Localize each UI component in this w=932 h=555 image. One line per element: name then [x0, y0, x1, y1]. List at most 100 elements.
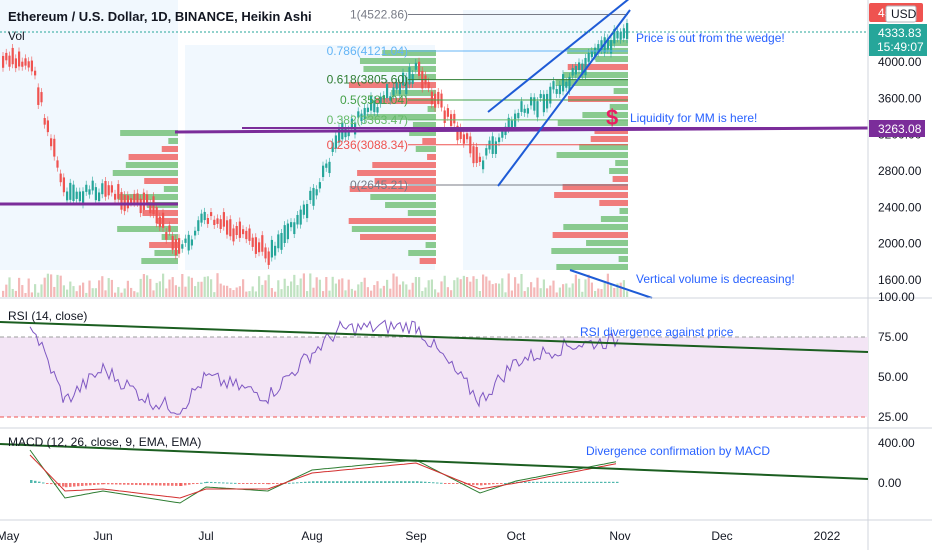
volume-bar: [322, 291, 325, 297]
macd-hist-bar: [143, 483, 146, 486]
macd-hist-bar: [352, 481, 355, 483]
volume-bar: [462, 275, 465, 297]
fib-level-label: 0.236(3088.34): [327, 138, 408, 152]
macd-divergence-line[interactable]: [0, 443, 869, 480]
candle-body: [174, 239, 177, 256]
candle-body: [437, 91, 440, 105]
volume-bar: [165, 288, 168, 297]
candle-body: [136, 193, 139, 203]
candle-body: [216, 218, 219, 224]
annotation-liquidity[interactable]: Liquidity for MM is here!: [630, 111, 757, 125]
candle-body: [382, 95, 385, 100]
candle-body: [610, 40, 613, 54]
volume-bar: [395, 276, 398, 297]
volume-bar: [594, 290, 597, 297]
volume-bar: [315, 277, 318, 297]
volume-bar: [453, 280, 456, 297]
vp-bar: [568, 96, 628, 102]
macd-hist-bar: [34, 480, 37, 483]
volume-bar: [338, 279, 341, 297]
fib-retracement[interactable]: 1(4522.86) 0.786(4121.04) 0.618(3805.60) 0.…: [327, 8, 628, 193]
volume-bar: [107, 278, 110, 297]
last-price-value: 4333.83: [878, 26, 922, 40]
candle-body: [280, 233, 283, 250]
macd-hist-bar: [230, 482, 233, 484]
macd-hist-bar: [336, 481, 339, 483]
macd-hist-bar: [544, 481, 547, 483]
rsi-label[interactable]: RSI (14, close): [8, 309, 87, 323]
macd-hist-bar: [38, 481, 41, 483]
candle-body: [165, 232, 168, 240]
time-axis[interactable]: May Jun Jul Aug Sep Oct Nov Dec 2022: [0, 529, 841, 543]
candle-body: [206, 217, 209, 224]
volume-bar: [24, 292, 27, 297]
currency-label[interactable]: USD: [891, 7, 917, 21]
candle-body: [200, 213, 203, 223]
rsi-line: [29, 319, 619, 415]
candle-body: [552, 81, 555, 90]
macd-hist-bar: [184, 483, 187, 486]
vp-bar: [412, 122, 436, 128]
rsi-divergence-line[interactable]: [0, 321, 869, 353]
candle-body: [133, 193, 136, 203]
candle-body: [238, 221, 241, 238]
vp-bar: [618, 256, 628, 262]
volume-bar: [565, 283, 568, 297]
candle-body: [187, 234, 190, 251]
volume-bar: [475, 278, 478, 297]
candle-body: [94, 187, 97, 201]
volume-bar: [5, 284, 8, 297]
annotation-macd[interactable]: Divergence confirmation by MACD: [586, 444, 770, 458]
candle-body: [408, 67, 411, 85]
macd-hist-bar: [328, 481, 331, 483]
volume-bar: [386, 279, 389, 297]
candle-body: [78, 191, 81, 202]
macd-hist-bar: [107, 483, 110, 485]
time-axis-label: Nov: [609, 529, 630, 543]
vp-bar: [351, 226, 436, 232]
annotation-rsi[interactable]: RSI divergence against price: [580, 325, 734, 339]
macd-hist-bar: [408, 481, 411, 483]
macd-hist-bar: [222, 482, 225, 484]
macd-label[interactable]: MACD (12, 26, close, 9, EMA, EMA): [8, 435, 201, 449]
macd-hist-bar: [528, 481, 531, 483]
volume-bar: [62, 285, 65, 297]
volume-bar: [398, 284, 401, 297]
macd-hist-bar: [348, 481, 351, 483]
annotation-wedge[interactable]: Price is out from the wedge!: [636, 31, 785, 45]
volume-bar: [18, 277, 21, 297]
volume-bar: [347, 279, 350, 297]
macd-hist-bar: [81, 483, 84, 486]
volume-bar: [331, 276, 334, 297]
volume-bar: [66, 289, 69, 297]
volume-bar: [37, 292, 40, 297]
candle-body: [114, 193, 117, 200]
macd-hist-bar: [288, 482, 291, 484]
candle-body: [581, 63, 584, 75]
price-axis-label: 2800.00: [878, 164, 922, 178]
volume-bar: [376, 281, 379, 297]
candle-body: [526, 108, 529, 114]
wedge-upper-line[interactable]: [487, 0, 630, 113]
candle-body: [293, 222, 296, 235]
volume-bar: [600, 289, 603, 297]
candle-body: [37, 87, 40, 105]
macd-axis-label: 400.00: [878, 436, 915, 450]
wedge-lower-line[interactable]: [497, 9, 631, 187]
macd-hist-bar: [356, 481, 359, 483]
macd-hist-bar: [340, 481, 343, 483]
volume-bar: [366, 287, 369, 297]
vp-bar: [360, 234, 436, 240]
vp-bar: [555, 80, 628, 86]
currency-button[interactable]: [885, 5, 917, 23]
annotation-volume[interactable]: Vertical volume is decreasing!: [636, 272, 795, 286]
macd-hist-bar: [180, 483, 183, 486]
rsi-axis: 100.00 75.00 50.00 25.00: [878, 290, 915, 424]
candle-body: [162, 212, 165, 228]
volume-trend-line[interactable]: [569, 269, 653, 299]
volume-bar: [517, 283, 520, 297]
vp-bar: [556, 264, 628, 270]
vp-bar: [409, 130, 436, 136]
